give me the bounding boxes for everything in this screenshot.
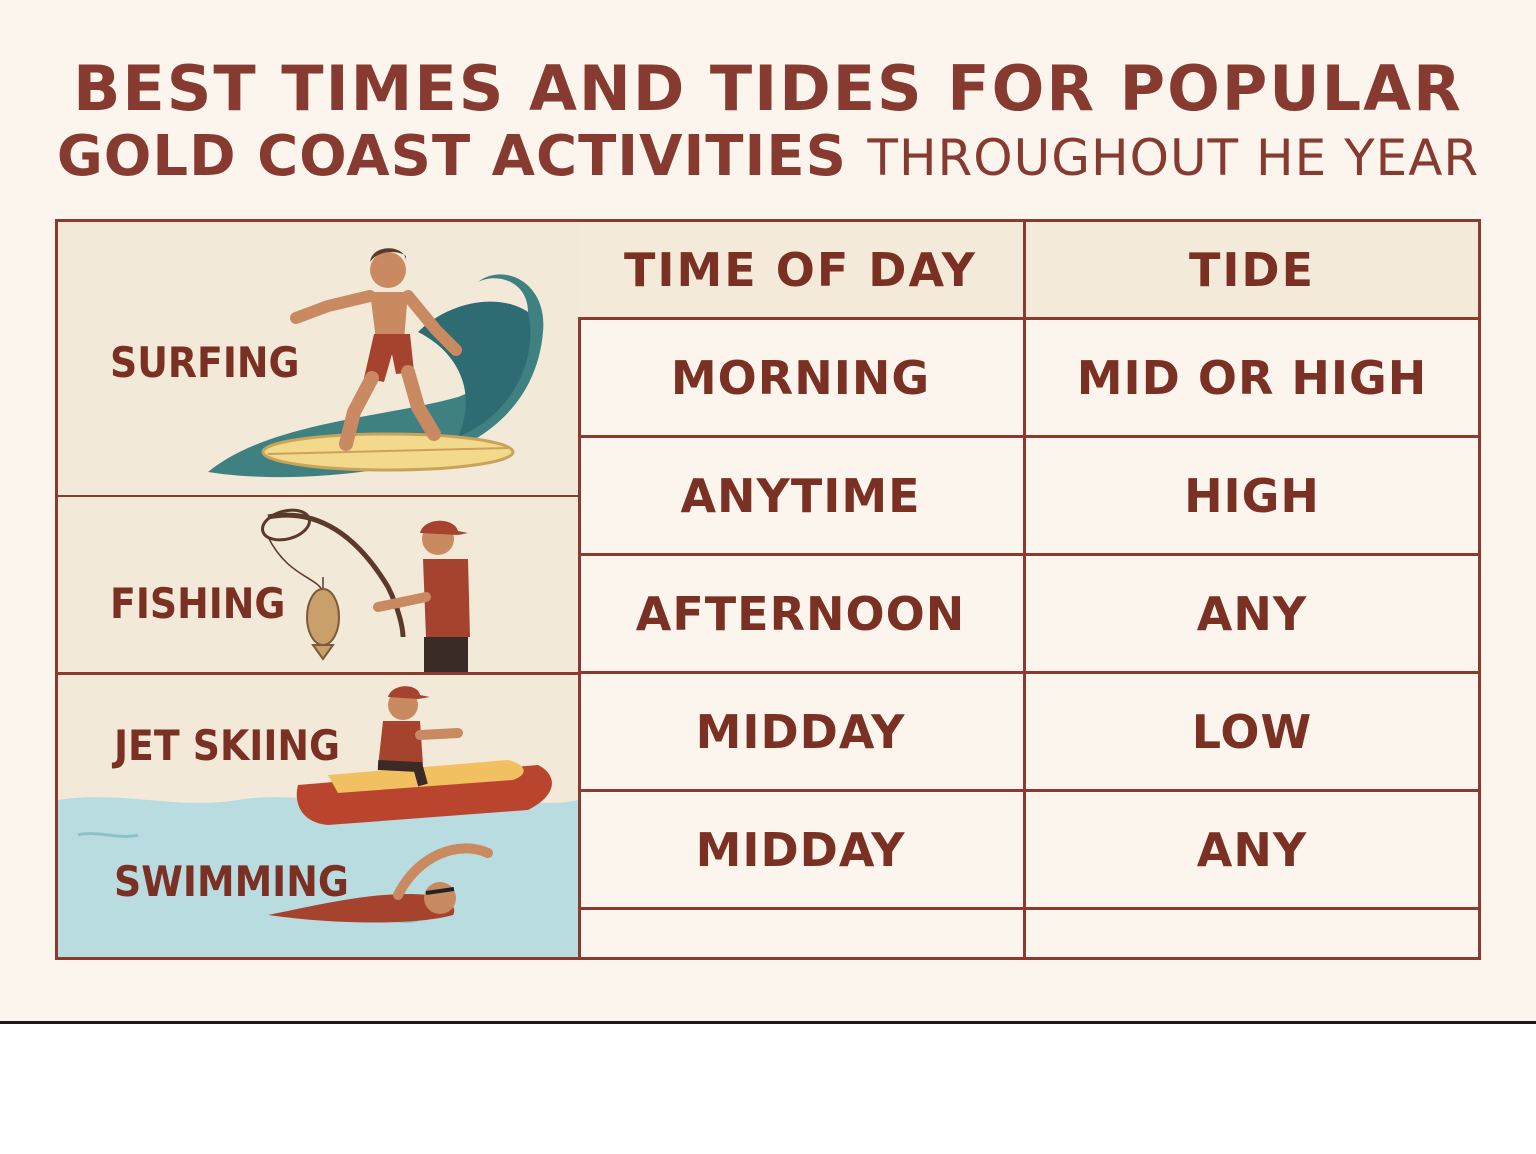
fishing-panel: FISHING [58,497,578,675]
time-cell: ANYTIME [578,438,1026,553]
surfing-panel: SURFING [58,222,578,497]
tide-cell [1026,910,1478,957]
tide-cell: ANY [1196,822,1308,877]
activity-label-surfing: SURFING [110,338,300,387]
activity-column: SURFING FISHING [58,222,581,957]
table-row: MIDDAY LOW [578,674,1478,792]
time-cell [578,910,1026,957]
times-tides-grid: TIME OF DAY TIDE MORNING MID OR HIGH ANY… [578,222,1478,957]
title-line-2-light: THROUGHOUT HE YEAR [867,129,1480,187]
table-row: AFTERNOON ANY [578,556,1478,674]
activity-label-swimming: SWIMMING [114,857,349,906]
title-line-2-bold: GOLD COAST ACTIVITIES [56,124,847,189]
table-header-row: TIME OF DAY TIDE [578,222,1478,320]
time-cell: AFTERNOON [578,556,1026,671]
tide-cell: ANY [1196,586,1308,641]
table-row: MIDDAY ANY [578,792,1478,910]
title-line-2: GOLD COAST ACTIVITIES THROUGHOUT HE YEAR [0,124,1536,189]
tide-cell: LOW [1191,704,1313,759]
poster: BEST TIMES AND TIDES FOR POPULAR GOLD CO… [0,0,1536,1024]
header-tide: TIDE [1188,242,1316,297]
water-background [58,686,578,957]
jet-ski-swimming-panel: JET SKIING SWIMMING [58,675,578,957]
table-row: ANYTIME HIGH [578,438,1478,556]
table-row: MORNING MID OR HIGH [578,320,1478,438]
tide-cell: MID OR HIGH [1076,350,1428,405]
table-row [578,910,1478,957]
activity-label-jet-skiing: JET SKIING [114,721,341,770]
title-line-1: BEST TIMES AND TIDES FOR POPULAR [73,52,1463,125]
surfer-illustration [208,248,544,478]
activity-label-fishing: FISHING [110,579,286,628]
time-cell: MIDDAY [578,792,1026,907]
tide-cell: HIGH [1184,468,1320,523]
header-time-of-day: TIME OF DAY [578,222,1026,317]
activity-table: SURFING FISHING [55,219,1481,960]
time-cell: MIDDAY [578,674,1026,789]
time-cell: MORNING [578,320,1026,435]
fisher-illustration [261,508,470,672]
